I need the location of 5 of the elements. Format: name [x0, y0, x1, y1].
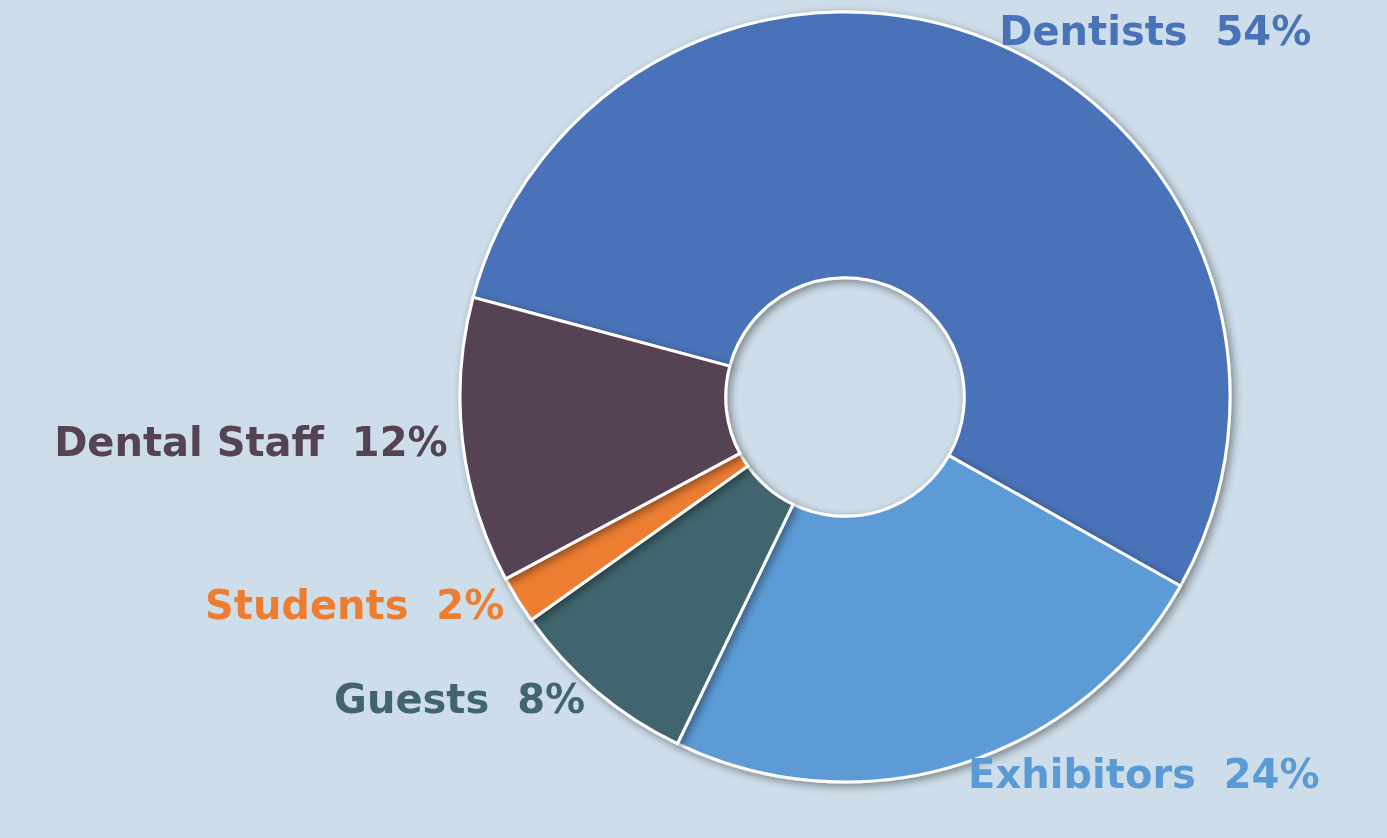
slice-label: Guests 8% — [334, 675, 586, 722]
slice-label: Dental Staff 12% — [54, 419, 448, 466]
slice-label: Dentists 54% — [999, 8, 1312, 55]
slice-label: Exhibitors 24% — [968, 750, 1320, 797]
slice-label: Students 2% — [204, 582, 505, 629]
